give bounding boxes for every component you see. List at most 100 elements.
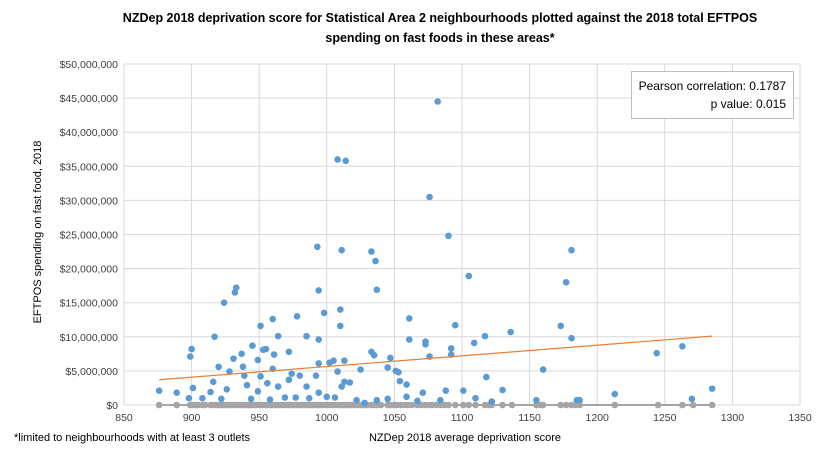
zero-data-point [557,401,564,409]
data-point [437,396,444,404]
x-tick-label: 900 [183,412,201,424]
data-point [315,389,322,397]
data-point [269,315,277,323]
data-point [215,363,222,371]
data-point [239,363,247,371]
data-point [220,299,228,307]
zero-data-point [460,401,467,409]
data-point [303,332,310,340]
data-point [274,383,282,390]
data-point [611,390,619,398]
p-value: p value: 0.015 [710,97,786,111]
data-point [274,332,282,340]
chart-title: NZDep 2018 deprivation score for Statist… [122,11,758,45]
data-point [396,377,404,385]
data-point [209,378,217,386]
x-tick-label: 1250 [653,412,677,424]
x-tick-label: 1200 [586,412,610,424]
data-point [434,98,441,105]
data-point [211,333,218,341]
data-point [370,351,378,359]
data-point [305,394,313,402]
data-point [296,372,304,379]
data-point [292,394,300,401]
data-point [226,368,233,375]
data-point [539,366,547,373]
y-tick-label: $30,000,000 [60,195,119,207]
data-point [460,387,467,394]
data-point [337,306,344,313]
data-point [315,287,322,294]
data-point [186,353,194,360]
zero-data-point [689,401,697,409]
y-tick-label: $15,000,000 [60,298,119,310]
zero-data-point [451,401,459,409]
data-point [338,246,345,254]
footnote: *limited to neighbourhoods with at least… [14,432,251,444]
data-point [281,394,289,401]
data-point [562,278,570,286]
data-point [679,343,686,350]
data-point [361,399,368,407]
y-tick-label: $40,000,000 [60,127,119,139]
data-point [373,396,381,404]
data-point [241,372,248,379]
data-point [346,379,354,386]
data-point [373,286,381,294]
data-point [368,248,375,255]
data-point [338,383,345,390]
data-point [341,357,348,364]
data-point [708,385,716,392]
pearson-correlation: Pearson correlation: 0.1787 [638,79,786,93]
correlation-annotation: Pearson correlation: 0.1787 p value: 0.0… [631,71,794,119]
data-point [472,394,479,402]
data-point [405,315,413,322]
trendline [159,335,713,381]
data-point [499,386,506,394]
data-point [247,395,255,403]
data-point [315,336,322,343]
data-point [533,396,540,404]
data-point [207,388,214,396]
y-tick-label: $20,000,000 [60,264,119,276]
data-point [185,394,193,402]
data-point [288,370,295,377]
data-point [249,342,256,349]
y-tick-label: $50,000,000 [60,59,119,71]
data-point [395,368,402,376]
data-point [223,386,231,393]
data-point [303,383,310,390]
data-point [414,397,421,405]
zero-data-point [708,401,716,409]
zero-data-point [654,401,662,409]
data-point [199,394,206,402]
zero-data-point [173,401,181,409]
data-point [653,349,660,357]
data-point [323,393,331,401]
data-point [337,322,344,330]
data-point [445,232,452,240]
data-point [270,351,278,358]
data-point [264,379,271,387]
y-tick-label: $10,000,000 [60,332,119,344]
x-tick-label: 1050 [383,412,407,424]
x-tick-label: 1150 [518,412,541,424]
zero-data-point [445,401,452,409]
data-point [312,372,320,379]
data-point [403,381,410,388]
data-point [266,396,274,403]
data-point [262,345,270,353]
data-point [173,389,181,397]
x-tick-label: 1100 [451,412,474,424]
data-point [568,334,575,342]
data-point [285,376,293,384]
x-tick-label: 950 [250,412,268,424]
y-axis-label: EFTPOS spending on fast food, 2018 [32,140,44,324]
data-point [470,339,478,347]
data-point [688,395,696,403]
zero-data-point [377,401,385,409]
data-point [314,243,321,251]
data-point [372,257,379,265]
zero-data-point [539,401,547,409]
